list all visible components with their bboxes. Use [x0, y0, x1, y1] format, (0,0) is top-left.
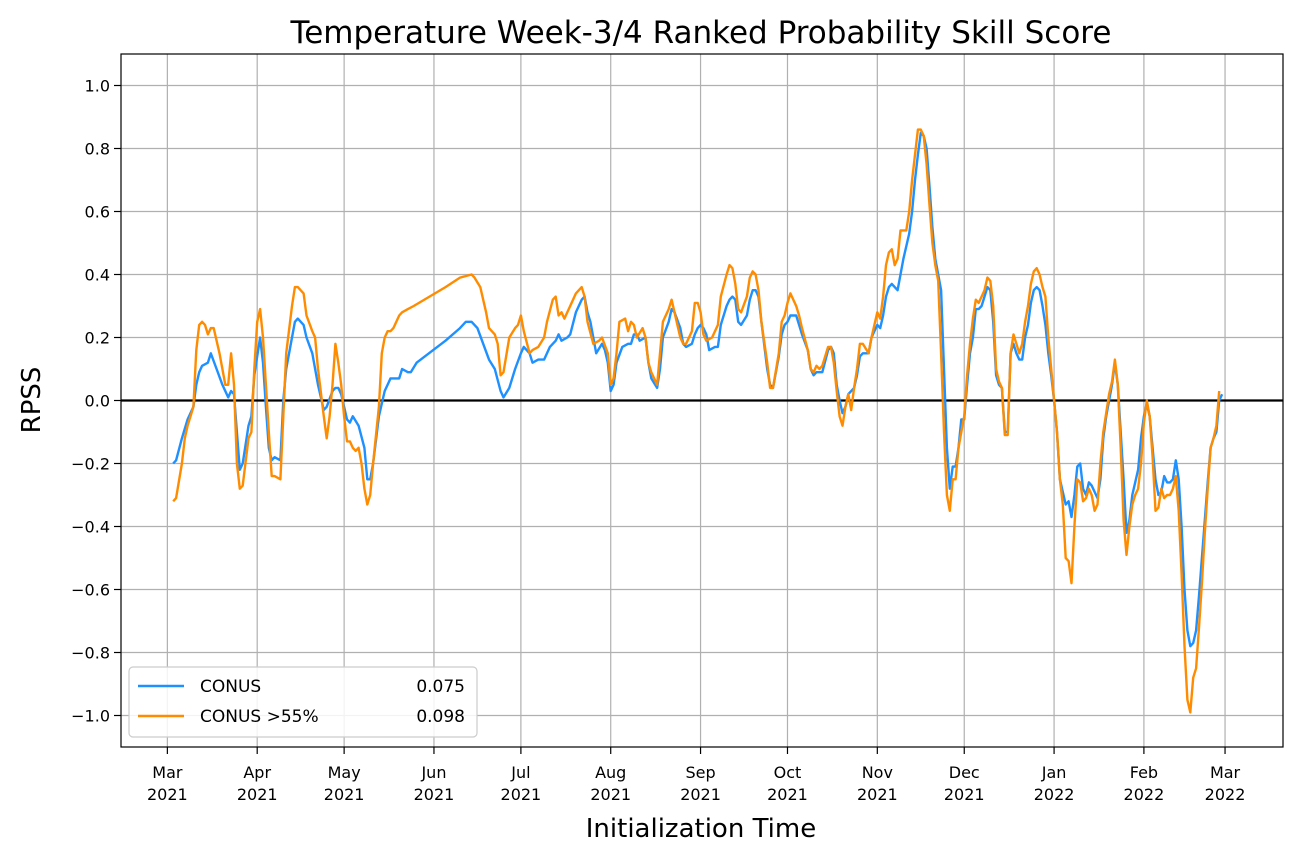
series-line-conus [172, 131, 1224, 648]
x-tick-year-10: 2022 [1034, 785, 1075, 804]
x-tick-month-3: Jun [420, 763, 446, 782]
x-axis-label: Initialization Time [586, 814, 816, 844]
x-tick-year-11: 2022 [1124, 785, 1165, 804]
series-line-conus-55 [172, 128, 1221, 714]
legend: CONUS 0.075 CONUS >55% 0.098 [128, 666, 478, 738]
legend-label-conus-55: CONUS >55% [200, 707, 319, 727]
y-tick-label-5: 0.0 [85, 392, 110, 411]
legend-score-conus: 0.075 [416, 677, 465, 697]
x-tick-year-1: 2021 [237, 785, 278, 804]
y-axis-ticks: −1.0 −0.8 −0.6 −0.4 −0.2 0.0 0.2 0.4 0.6 0.8 1.0 [71, 77, 121, 726]
x-tick-year-4: 2021 [501, 785, 542, 804]
y-tick-label-0: −1.0 [71, 707, 110, 726]
x-tick-year-5: 2021 [590, 785, 631, 804]
x-tick-month-10: Jan [1041, 763, 1067, 782]
x-tick-year-7: 2021 [767, 785, 808, 804]
legend-label-conus: CONUS [200, 677, 261, 697]
y-tick-label-1: −0.8 [71, 644, 110, 663]
y-tick-label-8: 0.6 [85, 203, 110, 222]
legend-box [128, 666, 478, 738]
y-tick-label-2: −0.6 [71, 581, 110, 600]
y-tick-label-9: 0.8 [85, 140, 110, 159]
y-axis-label: RPSS [17, 367, 47, 434]
x-tick-month-0: Mar [152, 763, 183, 782]
y-tick-label-10: 1.0 [85, 77, 110, 96]
y-tick-label-6: 0.2 [85, 329, 110, 348]
x-tick-month-9: Dec [949, 763, 980, 782]
legend-score-conus-55: 0.098 [416, 707, 465, 727]
x-tick-month-7: Oct [774, 763, 802, 782]
chart-title: Temperature Week-3/4 Ranked Probability … [290, 15, 1112, 51]
x-tick-year-8: 2021 [857, 785, 898, 804]
x-tick-month-1: Apr [243, 763, 271, 782]
x-tick-month-8: Nov [862, 763, 893, 782]
x-tick-year-3: 2021 [414, 785, 455, 804]
x-tick-month-6: Sep [685, 763, 715, 782]
series-lines [172, 128, 1224, 714]
x-tick-year-9: 2021 [944, 785, 985, 804]
y-tick-label-3: −0.4 [71, 518, 110, 537]
x-tick-month-4: Jul [510, 763, 530, 782]
y-tick-label-7: 0.4 [85, 266, 110, 285]
x-tick-year-12: 2022 [1205, 785, 1246, 804]
x-tick-year-0: 2021 [147, 785, 188, 804]
x-tick-year-2: 2021 [324, 785, 365, 804]
x-tick-month-12: Mar [1210, 763, 1241, 782]
x-tick-month-2: May [328, 763, 361, 782]
x-axis-ticks: Mar 2021 Apr 2021 May 2021 Jun 2021 Jul 2021 Aug 20… [147, 747, 1245, 804]
x-tick-year-6: 2021 [680, 785, 721, 804]
x-tick-month-11: Feb [1130, 763, 1158, 782]
y-tick-label-4: −0.2 [71, 455, 110, 474]
x-tick-month-5: Aug [595, 763, 626, 782]
